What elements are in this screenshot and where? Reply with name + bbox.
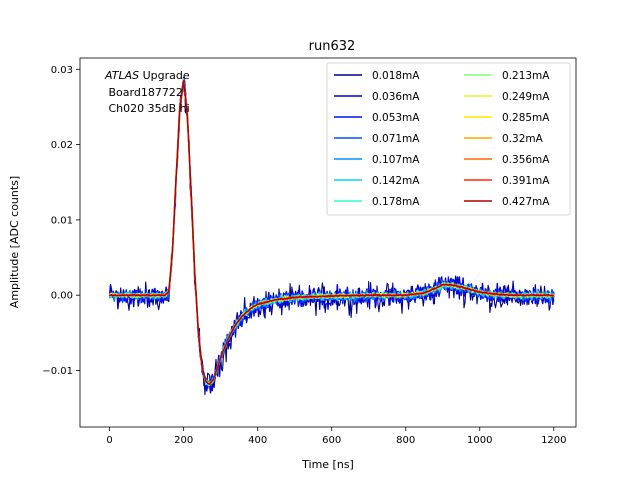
x-tick-label: 0 bbox=[106, 435, 112, 446]
annotation-experiment: ATLAS bbox=[104, 69, 139, 82]
legend-entry: 0.391mA bbox=[502, 175, 550, 187]
legend-entry: 0.427mA bbox=[502, 196, 550, 208]
x-tick-label: 1000 bbox=[467, 435, 492, 446]
series-line-0.427mA bbox=[109, 80, 555, 385]
chart-title: run632 bbox=[309, 39, 356, 54]
x-axis-label: Time [ns] bbox=[301, 458, 354, 471]
legend-entry: 0.249mA bbox=[502, 91, 550, 103]
legend-box bbox=[326, 62, 571, 216]
legend: 0.018mA 0.036mA 0.053mA 0.071mA 0.107mA 0.142… bbox=[326, 62, 571, 216]
legend-entry: 0.142mA bbox=[372, 175, 420, 187]
legend-entry: 0.036mA bbox=[372, 91, 420, 103]
annotation-line-2: Board187722 bbox=[105, 86, 183, 99]
y-tick-label: 0.01 bbox=[51, 215, 73, 226]
x-tick-label: 400 bbox=[248, 435, 267, 446]
y-tick-label: 0.00 bbox=[51, 291, 73, 302]
legend-entry: 0.213mA bbox=[502, 70, 550, 82]
annotation-line-1: ATLAS Upgrade bbox=[104, 69, 190, 82]
x-axis: 0 200 400 600 800 1000 1200 bbox=[106, 427, 567, 446]
y-tick-label: 0.03 bbox=[51, 65, 73, 76]
y-tick-label: 0.02 bbox=[51, 140, 73, 151]
legend-entry: 0.071mA bbox=[372, 133, 420, 145]
annotation-experiment-suffix: Upgrade bbox=[139, 69, 190, 82]
legend-entry: 0.107mA bbox=[372, 154, 420, 166]
x-tick-label: 600 bbox=[322, 435, 341, 446]
legend-entry: 0.32mA bbox=[502, 133, 544, 145]
y-axis-label: Amplitude [ADC counts] bbox=[8, 176, 21, 308]
legend-entry: 0.053mA bbox=[372, 112, 420, 124]
x-tick-label: 800 bbox=[396, 435, 415, 446]
legend-entry: 0.018mA bbox=[372, 70, 420, 82]
legend-entry: 0.356mA bbox=[502, 154, 550, 166]
annotation-line-3: Ch020 35dB hi bbox=[105, 102, 190, 115]
series-layer bbox=[108, 76, 555, 396]
annotation: ATLAS Upgrade Board187722 Ch020 35dB hi bbox=[104, 69, 190, 115]
x-tick-label: 1200 bbox=[541, 435, 566, 446]
legend-entry: 0.285mA bbox=[502, 112, 550, 124]
y-axis: −0.01 0.00 0.01 0.02 0.03 bbox=[42, 65, 80, 377]
y-tick-label: −0.01 bbox=[42, 366, 73, 377]
plot-border bbox=[79, 57, 577, 428]
x-tick-label: 200 bbox=[174, 435, 193, 446]
legend-entry: 0.178mA bbox=[372, 196, 420, 208]
